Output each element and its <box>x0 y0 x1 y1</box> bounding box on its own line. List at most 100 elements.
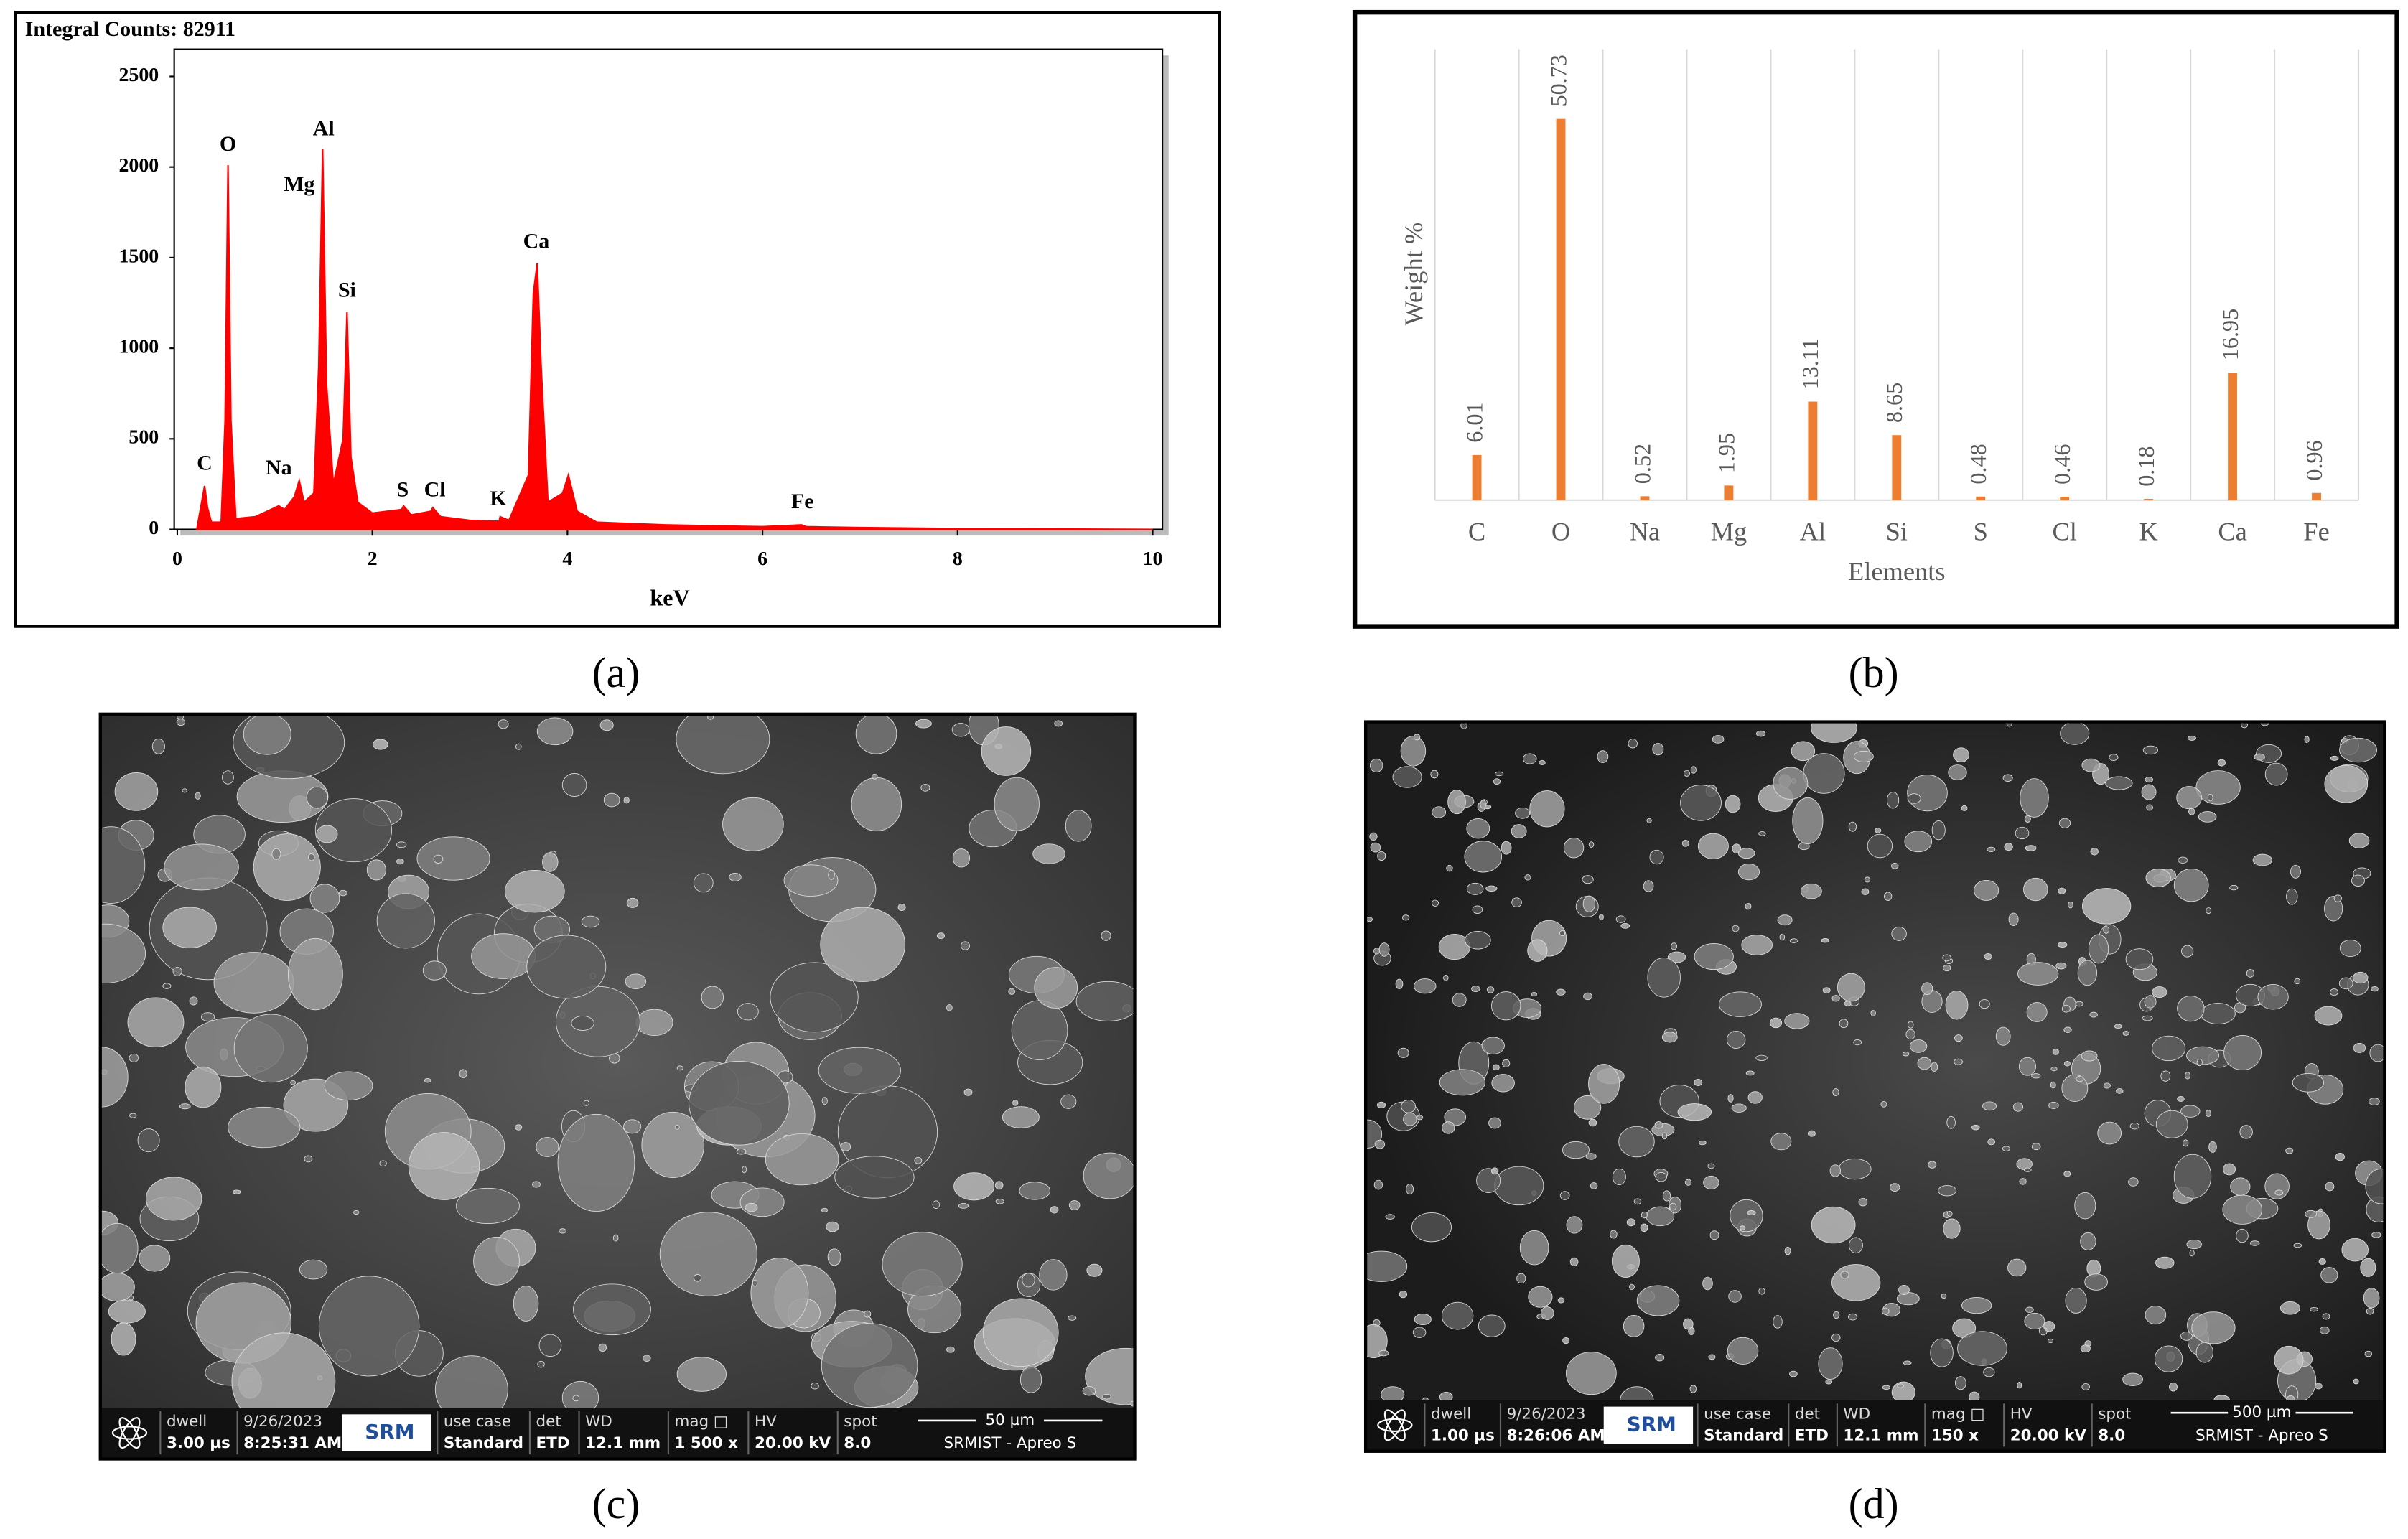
particle <box>2144 995 2157 1009</box>
particle <box>2217 759 2226 767</box>
field-name: spot <box>2098 1405 2131 1423</box>
particle <box>737 1003 759 1021</box>
particle <box>2325 1182 2335 1192</box>
particle <box>1831 995 1840 1002</box>
particle <box>2294 978 2301 985</box>
particle <box>2122 1031 2129 1036</box>
chart-title: Integral Counts: 82911 <box>25 17 235 41</box>
particle <box>851 777 902 832</box>
particle <box>2081 1383 2090 1390</box>
particle <box>1909 1039 1928 1053</box>
particle <box>1075 981 1134 1021</box>
particle <box>1582 895 1596 912</box>
particle <box>2055 962 2067 970</box>
particle <box>2058 887 2066 894</box>
x-tick-label: C <box>1468 517 1485 546</box>
particle <box>2339 939 2361 958</box>
particle <box>366 859 386 881</box>
particle <box>314 798 392 863</box>
particle <box>1946 1211 1953 1217</box>
sem-image: dwell 3.00 µs 9/26/2023 8:25:31 AM SRM use ca… <box>98 712 1137 1461</box>
y-tick-label: 1500 <box>119 245 159 267</box>
particle <box>963 1088 973 1096</box>
particle <box>1373 1179 1383 1190</box>
particle <box>1654 1121 1663 1129</box>
particle <box>456 1187 520 1225</box>
particle <box>324 1071 373 1100</box>
particle <box>821 1323 918 1408</box>
x-tick-label: Mg <box>1711 517 1747 546</box>
particle <box>2249 1240 2260 1246</box>
particle <box>1838 1158 1872 1180</box>
particle <box>674 1125 680 1130</box>
particle <box>1844 1001 1852 1006</box>
particle <box>2017 962 2059 986</box>
particle <box>2257 984 2289 1010</box>
particle <box>1490 1167 1499 1175</box>
particle <box>2205 1110 2211 1118</box>
particle <box>2279 1301 2300 1315</box>
particle <box>1849 1237 1863 1254</box>
particle <box>1501 841 1512 855</box>
particle <box>1446 864 1453 872</box>
particle <box>1367 1324 1388 1359</box>
particle <box>2160 1070 2171 1082</box>
particle <box>2060 723 2090 745</box>
value-label: 0.46 <box>2049 444 2075 485</box>
particle <box>1839 1019 1849 1029</box>
bar <box>2060 496 2070 500</box>
particle <box>2222 1194 2262 1225</box>
particle <box>1777 914 1793 926</box>
field-name: det <box>1795 1405 1820 1423</box>
particle <box>2002 1146 2010 1151</box>
particle <box>1954 1376 1966 1390</box>
particle <box>2206 907 2212 914</box>
particle <box>612 1234 619 1242</box>
particle <box>2335 1153 2345 1161</box>
particle <box>1086 1263 1103 1277</box>
particle <box>1588 1064 1620 1104</box>
particle <box>707 715 714 720</box>
particle <box>505 869 565 913</box>
particle <box>693 873 714 893</box>
particle <box>821 1097 828 1105</box>
particle <box>2371 986 2379 992</box>
particle <box>1921 982 1933 996</box>
particle <box>537 1360 545 1368</box>
particle <box>1643 880 1654 892</box>
particle <box>1523 753 1537 764</box>
particle <box>532 1181 541 1188</box>
particle <box>2103 926 2110 934</box>
particle <box>2315 1383 2323 1390</box>
particle <box>742 1166 747 1174</box>
particle <box>1439 1069 1485 1096</box>
particle <box>1471 986 1480 993</box>
particle <box>2026 1002 2048 1022</box>
x-tick-label: Na <box>1630 517 1661 546</box>
particle <box>995 1199 1004 1204</box>
particle <box>1773 1315 1783 1329</box>
particle <box>1492 1064 1500 1071</box>
particle <box>2338 977 2353 990</box>
particle <box>1948 764 1967 780</box>
bar <box>1640 496 1650 500</box>
field-name: WD <box>585 1413 612 1431</box>
particle <box>722 797 784 851</box>
particle <box>538 1334 562 1357</box>
particle <box>1758 1288 1765 1295</box>
particle <box>1565 1352 1617 1395</box>
particle <box>676 715 770 775</box>
particle <box>1974 879 1999 901</box>
particle <box>1677 1103 1712 1121</box>
particle <box>994 777 1040 831</box>
bar <box>2228 373 2238 500</box>
particle <box>1466 818 1490 839</box>
scale-label-bg <box>976 1411 1045 1430</box>
particle <box>2307 1210 2330 1240</box>
particle <box>1773 767 1809 800</box>
particle <box>1397 1047 1409 1058</box>
particle <box>2252 853 2272 866</box>
particle <box>2274 1189 2284 1196</box>
particle <box>498 719 509 729</box>
particle <box>1598 914 1604 920</box>
